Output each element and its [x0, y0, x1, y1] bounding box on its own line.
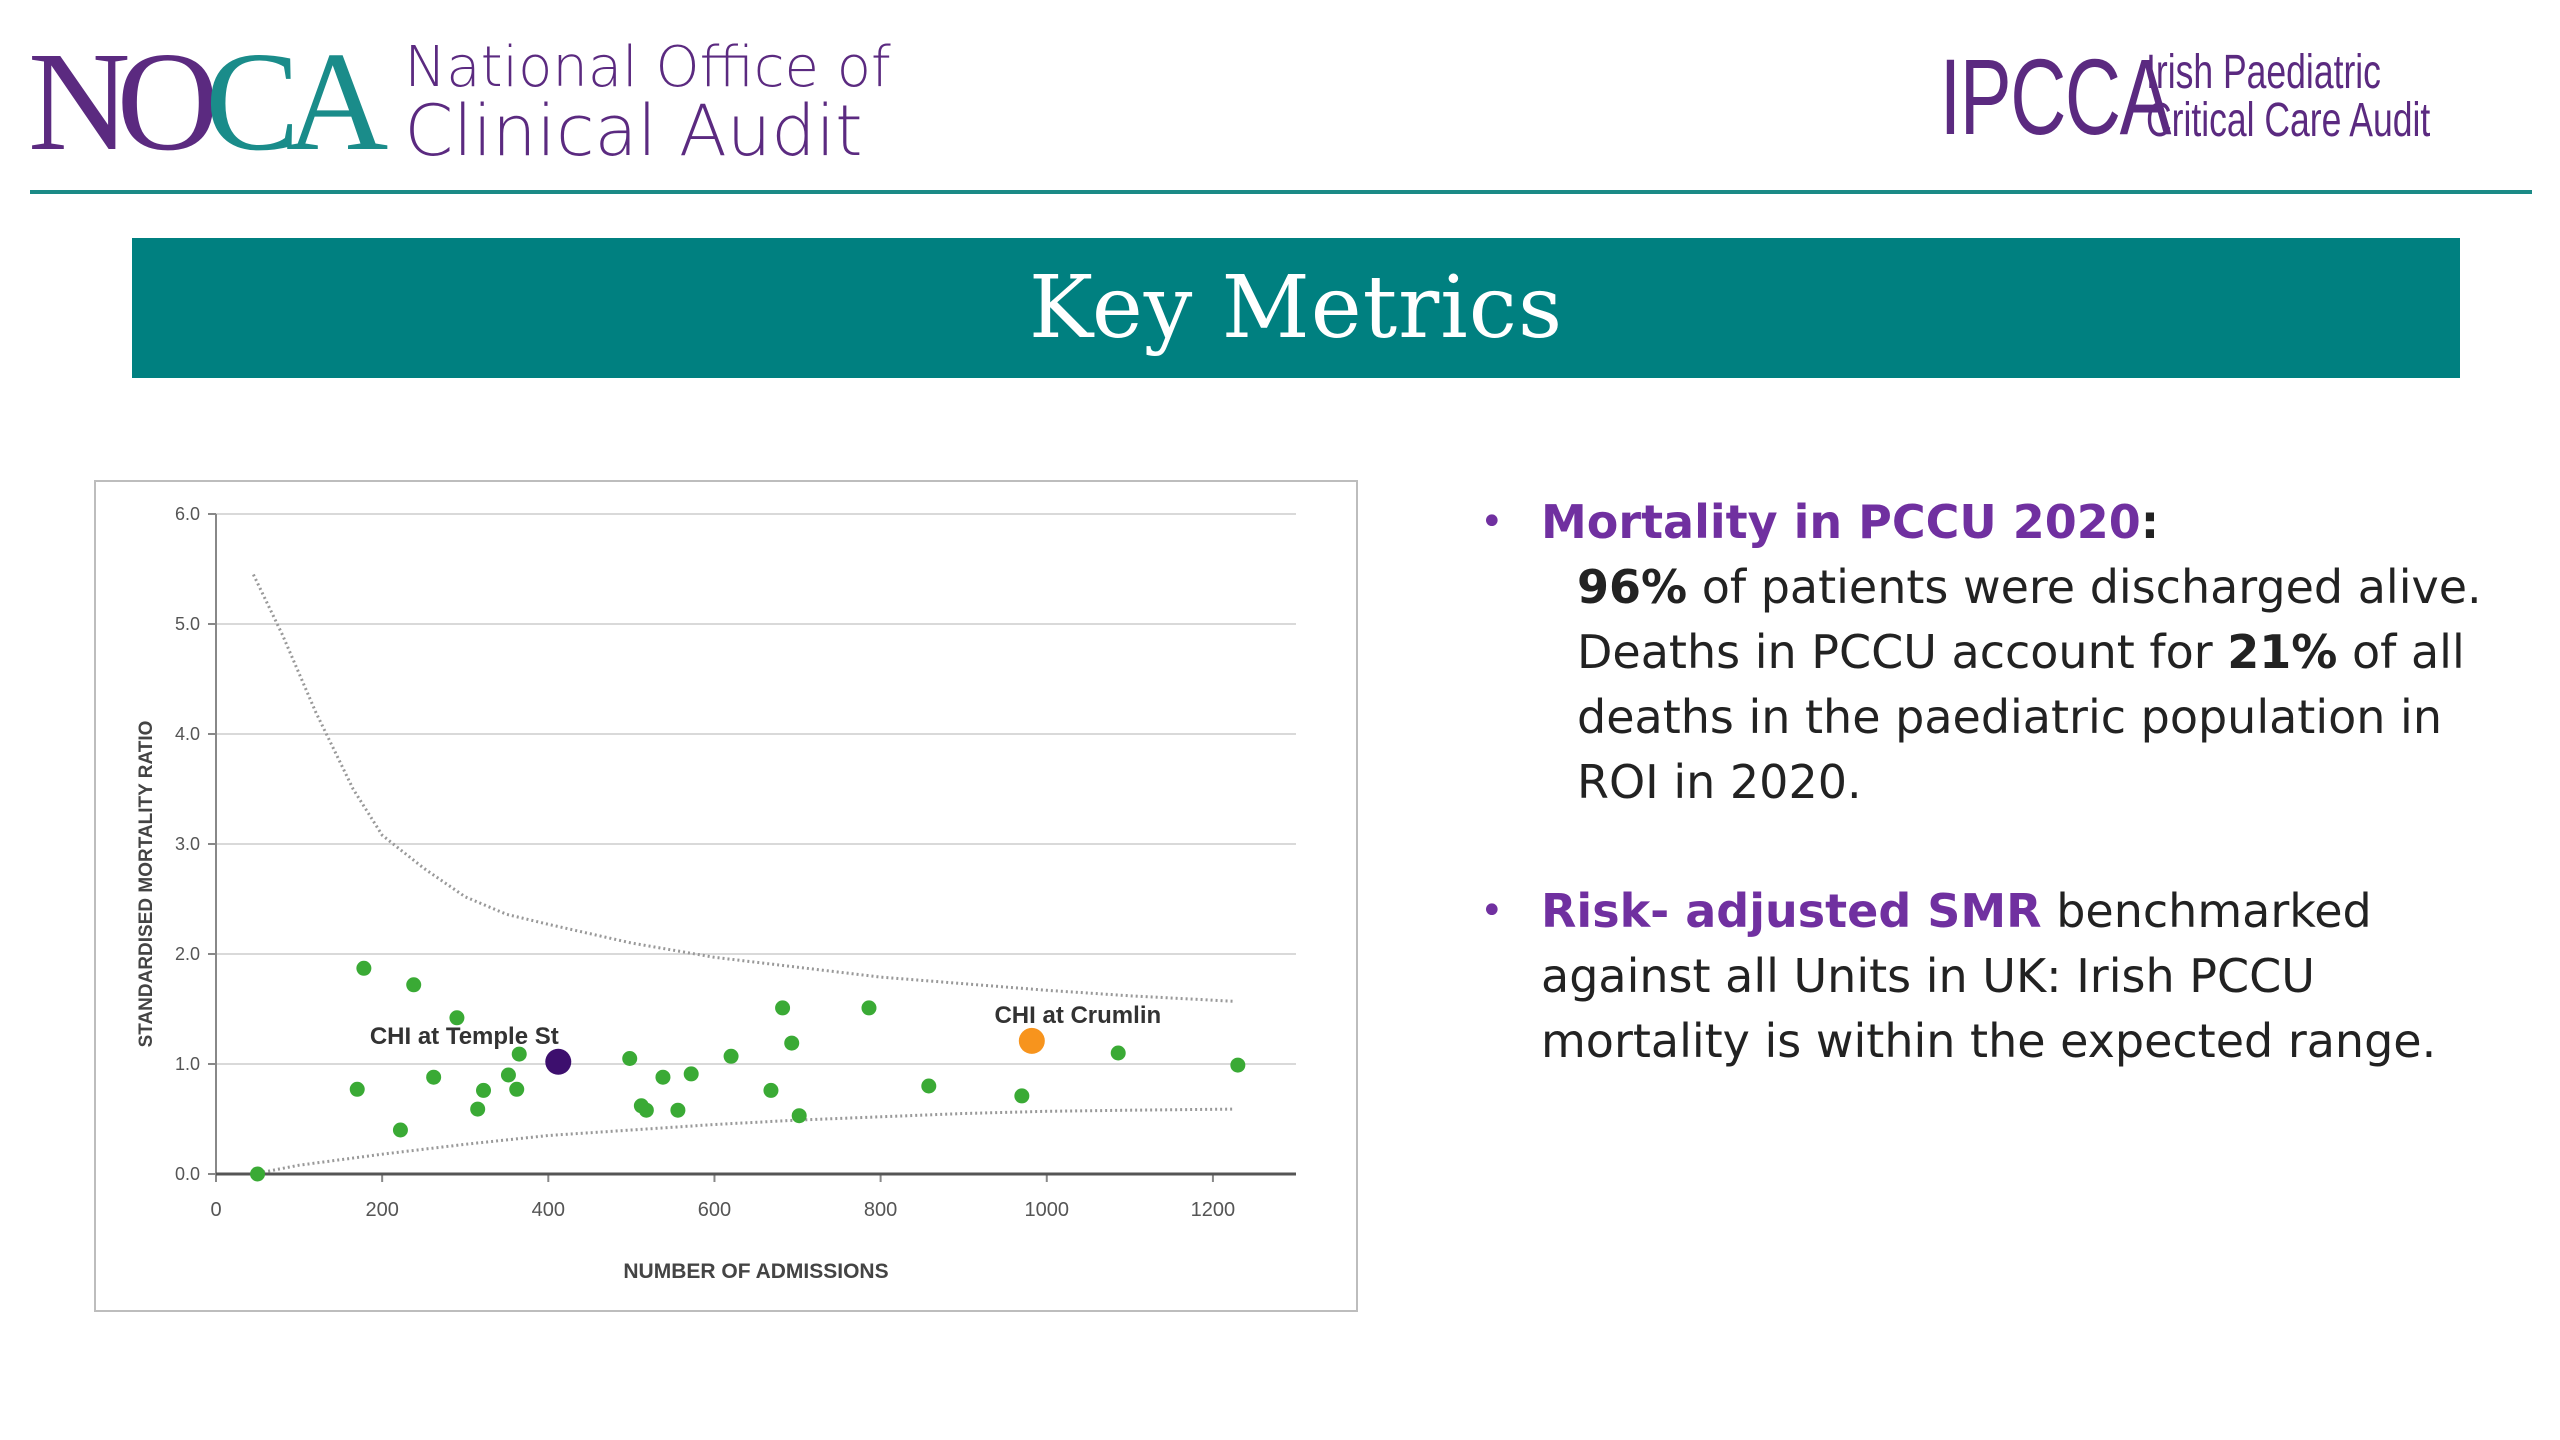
y-tick-label: 2.0: [175, 944, 200, 964]
noca-logo-text: National Office of Clinical Audit: [404, 39, 890, 168]
unit-data-point: [500, 1067, 516, 1083]
unit-data-point: [655, 1069, 671, 1085]
pct-deaths-share: 21%: [2227, 625, 2338, 679]
bullet-mortality-text1: of patients were discharged alive. Death…: [1577, 560, 2482, 679]
chart-svg: 0.0 1.0 2.0 3.0 4.0 5.0 6.0 0 200 400 600 800 1000 12…: [136, 504, 1296, 1283]
upper-control-limit: [252, 573, 1234, 1003]
bullet-dot: •: [1480, 888, 1504, 934]
bullet-smr-heading: Risk- adjusted SMR: [1541, 884, 2042, 938]
ipcca-logo-mark: IPCCA: [1939, 36, 2171, 157]
y-tick-label: 6.0: [175, 504, 200, 524]
noca-mark-text: NOCA: [28, 22, 388, 180]
unit-data-point: [683, 1066, 699, 1082]
title-banner: Key Metrics: [132, 238, 2460, 378]
unit-data-point: [349, 1081, 365, 1097]
unit-data-point: [622, 1051, 638, 1066]
y-tick-label: 5.0: [175, 614, 200, 634]
bullet-smr: • Risk- adjusted SMR benchmarked against…: [1475, 879, 2535, 1074]
y-tick-label: 3.0: [175, 834, 200, 854]
unit-data-point: [511, 1046, 527, 1062]
unit-data-point: [791, 1108, 807, 1124]
bullet-dot: •: [1480, 499, 1504, 545]
bullet-mortality-text2: of all deaths in the paediatric populati…: [1577, 625, 2465, 809]
x-tick-label: 400: [532, 1199, 565, 1221]
header-divider: [30, 190, 2532, 194]
x-tick-label: 600: [698, 1199, 731, 1221]
x-tick-label: 0: [210, 1199, 221, 1221]
y-tick-label: 0.0: [175, 1164, 200, 1184]
y-axis-title: STANDARDISED MORTALITY RATIO: [136, 721, 157, 1048]
x-tick-label: 200: [365, 1199, 398, 1221]
unit-data-point: [356, 960, 372, 976]
x-tick-label: 1000: [1025, 1199, 1070, 1221]
bullet-mortality-heading: Mortality in PCCU 2020: [1541, 495, 2141, 549]
unit-data-point: [638, 1102, 654, 1118]
unit-data-point: [775, 1000, 791, 1016]
noca-line2: Clinical Audit: [404, 89, 863, 172]
unit-data-point: [470, 1101, 486, 1117]
x-tick-label: 800: [864, 1199, 897, 1221]
page-title: Key Metrics: [1028, 258, 1564, 358]
unit-data-point: [670, 1102, 686, 1118]
unit-data-point: [784, 1035, 800, 1051]
bullet-mortality: • Mortality in PCCU 2020: 96% of patient…: [1475, 490, 2535, 815]
unit-data-point: [449, 1010, 465, 1026]
smr-funnel-chart: 0.0 1.0 2.0 3.0 4.0 5.0 6.0 0 200 400 600 800 1000 12…: [94, 480, 1358, 1312]
key-metrics-bullets: • Mortality in PCCU 2020: 96% of patient…: [1475, 490, 2535, 1074]
ipcca-logo: IPCCA Irish Paediatric Critical Care Aud…: [1850, 34, 2530, 159]
unit-data-point: [921, 1078, 937, 1094]
unit-data-point: [406, 977, 422, 993]
noca-logo: NOCA National Office of Clinical Audit: [28, 30, 891, 172]
temple-st-point: [545, 1048, 572, 1075]
unit-data-point: [250, 1166, 266, 1182]
unit-data-point: [861, 1000, 877, 1016]
x-tick-label: 1200: [1191, 1199, 1236, 1221]
ipcca-line1: Irish Paediatric: [2145, 45, 2381, 99]
unit-data-point: [1014, 1088, 1030, 1104]
noca-mark-part-no: NO: [28, 22, 219, 180]
unit-data-point: [1110, 1045, 1126, 1061]
y-tick-label: 1.0: [175, 1054, 200, 1074]
x-axis-title: NUMBER OF ADMISSIONS: [623, 1260, 888, 1283]
ipcca-logo-text: Irish Paediatric Critical Care Audit: [2145, 45, 2431, 147]
y-tick-label: 4.0: [175, 724, 200, 744]
unit-data-point: [1230, 1057, 1246, 1073]
crumlin-label: CHI at Crumlin: [994, 1002, 1161, 1029]
bullet-mortality-body: 96% of patients were discharged alive. D…: [1541, 555, 2535, 815]
temple-st-label: CHI at Temple St: [370, 1023, 559, 1050]
pct-discharged-alive: 96%: [1577, 560, 1688, 614]
noca-logo-mark: NOCA: [28, 30, 388, 172]
lower-control-limit: [253, 1107, 1234, 1176]
unit-data-point: [426, 1069, 442, 1085]
unit-data-point: [723, 1048, 739, 1064]
unit-data-point: [509, 1081, 525, 1097]
ipcca-line2: Critical Care Audit: [2145, 93, 2431, 147]
noca-mark-part-ca: CA: [205, 22, 388, 180]
bullet-smr-text: benchmarked against all Units in UK: Iri…: [1541, 884, 2437, 1068]
bullet-mortality-colon: :: [2140, 495, 2160, 549]
noca-line1: National Office of: [404, 34, 891, 100]
unit-data-point: [392, 1122, 408, 1138]
crumlin-point: [1018, 1027, 1045, 1054]
unit-data-point: [763, 1082, 779, 1098]
unit-data-point: [476, 1082, 492, 1098]
